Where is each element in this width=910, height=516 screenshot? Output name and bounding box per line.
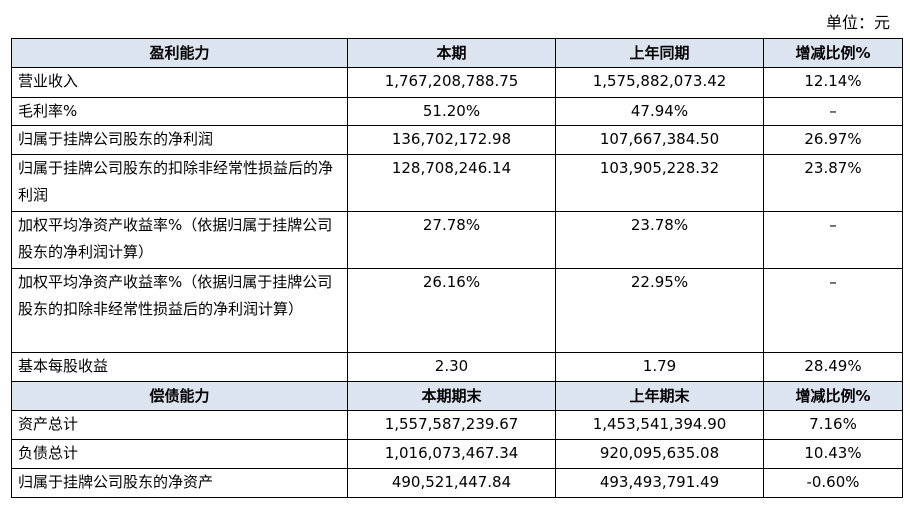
header-cell: 偿债能力 bbox=[11, 381, 348, 411]
profitability-header-row: 盈利能力 本期 上年同期 增减比例% bbox=[11, 38, 903, 68]
prior-value: 493,493,791.49 bbox=[555, 468, 764, 498]
table-row: 归属于挂牌公司股东的扣除非经常性损益后的净利润 128,708,246.14 1… bbox=[11, 154, 903, 212]
current-value: 136,702,172.98 bbox=[347, 125, 556, 155]
prior-value: 23.78% bbox=[555, 211, 764, 269]
header-cell: 盈利能力 bbox=[11, 38, 348, 68]
header-cell: 增减比例% bbox=[763, 38, 903, 68]
header-cell: 本期 bbox=[347, 38, 556, 68]
current-value: 1,767,208,788.75 bbox=[347, 67, 556, 98]
row-label: 营业收入 bbox=[11, 67, 348, 98]
current-value: 1,016,073,467.34 bbox=[347, 439, 556, 469]
prior-value: 22.95% bbox=[555, 268, 764, 353]
prior-value: 920,095,635.08 bbox=[555, 439, 764, 469]
table-row: 毛利率% 51.20% 47.94% – bbox=[11, 97, 903, 126]
change-value: – bbox=[763, 211, 903, 269]
prior-value: 47.94% bbox=[555, 97, 764, 126]
table-row: 负债总计 1,016,073,467.34 920,095,635.08 10.… bbox=[11, 439, 903, 469]
financial-indicators-table: 盈利能力 本期 上年同期 增减比例% 营业收入 1,767,208,788.75… bbox=[11, 38, 903, 498]
current-value: 128,708,246.14 bbox=[347, 154, 556, 212]
table-row: 归属于挂牌公司股东的净资产 490,521,447.84 493,493,791… bbox=[11, 468, 903, 498]
row-label: 归属于挂牌公司股东的净资产 bbox=[11, 468, 348, 498]
change-value: 23.87% bbox=[763, 154, 903, 212]
table-row: 归属于挂牌公司股东的净利润 136,702,172.98 107,667,384… bbox=[11, 125, 903, 155]
change-value: 26.97% bbox=[763, 125, 903, 155]
row-label: 加权平均净资产收益率%（依据归属于挂牌公司股东的扣除非经常性损益后的净利润计算） bbox=[11, 268, 348, 353]
header-cell: 本期期末 bbox=[347, 381, 556, 411]
header-cell: 上年期末 bbox=[555, 381, 764, 411]
table-row: 资产总计 1,557,587,239.67 1,453,541,394.90 7… bbox=[11, 410, 903, 440]
prior-value: 1.79 bbox=[555, 352, 764, 382]
table-row: 营业收入 1,767,208,788.75 1,575,882,073.42 1… bbox=[11, 67, 903, 98]
row-label: 加权平均净资产收益率%（依据归属于挂牌公司股东的净利润计算） bbox=[11, 211, 348, 269]
current-value: 490,521,447.84 bbox=[347, 468, 556, 498]
row-label: 资产总计 bbox=[11, 410, 348, 440]
row-label: 归属于挂牌公司股东的净利润 bbox=[11, 125, 348, 155]
solvency-header-row: 偿债能力 本期期末 上年期末 增减比例% bbox=[11, 381, 903, 411]
change-value: 12.14% bbox=[763, 67, 903, 98]
prior-value: 1,575,882,073.42 bbox=[555, 67, 764, 98]
change-value: 7.16% bbox=[763, 410, 903, 440]
prior-value: 107,667,384.50 bbox=[555, 125, 764, 155]
change-value: -0.60% bbox=[763, 468, 903, 498]
current-value: 51.20% bbox=[347, 97, 556, 126]
current-value: 26.16% bbox=[347, 268, 556, 353]
change-value: 10.43% bbox=[763, 439, 903, 469]
table-row: 加权平均净资产收益率%（依据归属于挂牌公司股东的净利润计算） 27.78% 23… bbox=[11, 211, 903, 269]
prior-value: 103,905,228.32 bbox=[555, 154, 764, 212]
row-label: 负债总计 bbox=[11, 439, 348, 469]
change-value: – bbox=[763, 97, 903, 126]
unit-label: 单位：元 bbox=[825, 13, 890, 32]
header-cell: 上年同期 bbox=[555, 38, 764, 68]
current-value: 2.30 bbox=[347, 352, 556, 382]
table-row: 加权平均净资产收益率%（依据归属于挂牌公司股东的扣除非经常性损益后的净利润计算）… bbox=[11, 268, 903, 353]
change-value: 28.49% bbox=[763, 352, 903, 382]
row-label: 毛利率% bbox=[11, 97, 348, 126]
header-cell: 增减比例% bbox=[763, 381, 903, 411]
table-row: 基本每股收益 2.30 1.79 28.49% bbox=[11, 352, 903, 382]
current-value: 1,557,587,239.67 bbox=[347, 410, 556, 440]
row-label: 基本每股收益 bbox=[11, 352, 348, 382]
prior-value: 1,453,541,394.90 bbox=[555, 410, 764, 440]
change-value: – bbox=[763, 268, 903, 353]
current-value: 27.78% bbox=[347, 211, 556, 269]
row-label: 归属于挂牌公司股东的扣除非经常性损益后的净利润 bbox=[11, 154, 348, 212]
